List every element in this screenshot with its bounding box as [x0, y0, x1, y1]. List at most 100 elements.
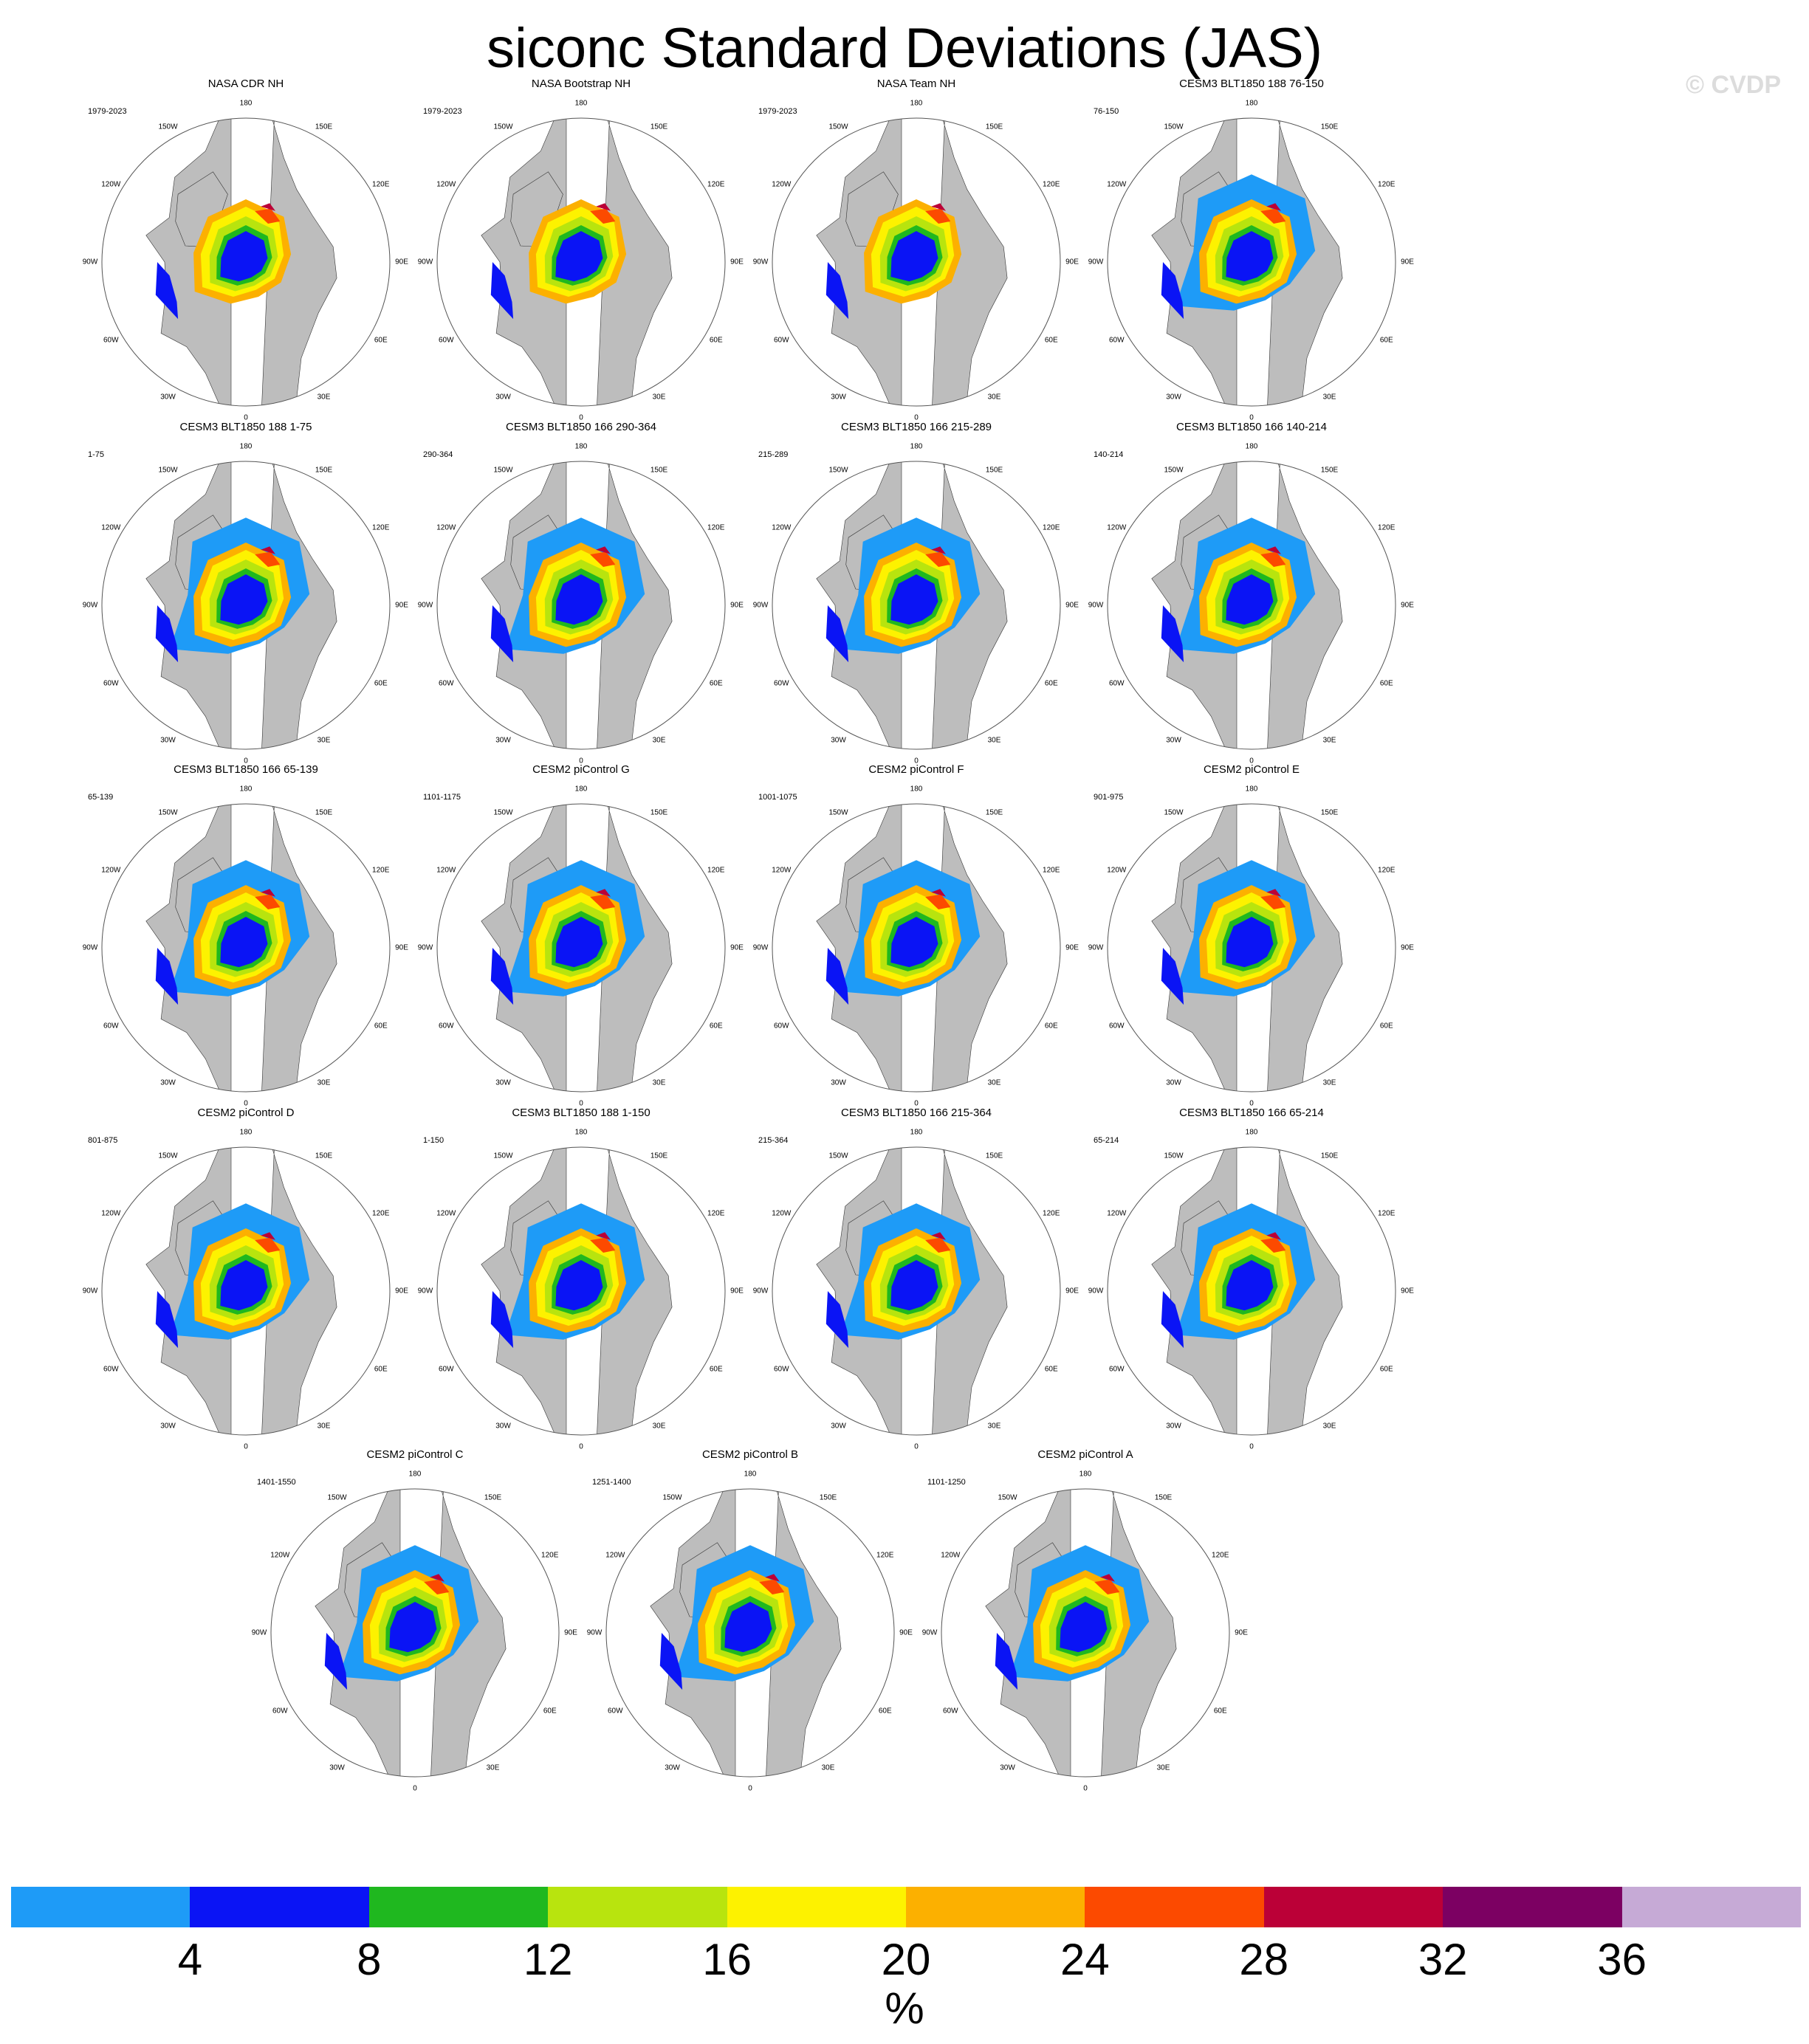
longitude-label: 60E [709, 679, 723, 687]
longitude-label: 150E [650, 1152, 668, 1160]
map-panel: NASA Team NH 1979-2023 180 150E 120E 90E 60E 30… [753, 78, 1079, 422]
map-boundary [436, 1146, 726, 1436]
longitude-label: 150E [985, 466, 1003, 475]
ice-band-8-bay [490, 605, 514, 663]
figure-title: siconc Standard Deviations (JAS) [486, 17, 1323, 80]
map-boundary [101, 1146, 391, 1436]
ice-band-32 [261, 203, 275, 211]
panel-years: 1-75 [88, 450, 105, 459]
longitude-label: 90W [752, 601, 769, 610]
longitude-label: 90W [921, 1628, 938, 1637]
ice-band-8-bay [155, 262, 179, 320]
map-panel: CESM3 BLT1850 166 215-364 215-364 180 150E 1… [753, 1107, 1079, 1451]
longitude-label: 120E [1212, 1551, 1229, 1559]
longitude-label: 150E [985, 1152, 1003, 1160]
map-panel: CESM3 BLT1850 188 76-150 76-150 180 150E 120… [1088, 78, 1414, 422]
panel-years: 1251-1400 [592, 1478, 631, 1487]
longitude-label: 90E [395, 601, 408, 610]
longitude-label: 120W [772, 523, 792, 531]
longitude-label: 90W [752, 943, 769, 952]
polar-map [1107, 461, 1396, 750]
panel-title: CESM3 BLT1850 166 65-214 [1179, 1107, 1324, 1119]
ice-band-28 [1260, 208, 1286, 224]
ice-band-8-bay [1161, 605, 1184, 663]
longitude-label: 30E [317, 1422, 331, 1431]
panel-title: NASA CDR NH [207, 78, 284, 90]
longitude-label: 90E [395, 258, 408, 266]
ice-band-8-bay [825, 605, 849, 663]
longitude-label: 150W [493, 808, 513, 817]
map-layers [271, 1489, 559, 1777]
polar-map [772, 803, 1061, 1092]
longitude-label: 120E [1378, 1209, 1396, 1217]
ice-band-8 [220, 917, 268, 968]
longitude-label: 0 [244, 1099, 248, 1108]
map-panel: CESM3 BLT1850 188 1-150 1-150 180 150E 120E 9… [417, 1107, 744, 1451]
panel-years: 76-150 [1094, 107, 1119, 116]
map-panel: CESM2 piControl C 1401-1550 180 150E 120E 90E… [252, 1448, 577, 1793]
map-panel: CESM2 piControl F 1001-1075 180 150E 120E 90E… [752, 763, 1079, 1108]
longitude-label: 60W [1108, 679, 1125, 687]
longitude-label: 60E [1379, 679, 1393, 687]
map-panel: CESM2 piControl E 901-975 180 150E 120E 90E 60… [1088, 763, 1414, 1108]
ice-band-32 [261, 889, 275, 897]
longitude-label: 120E [372, 180, 390, 188]
longitude-label: 120W [101, 866, 121, 874]
longitude-label: 180 [910, 785, 923, 794]
colorbar-tick-label: 16 [702, 1935, 752, 1984]
map-layers [606, 1489, 894, 1777]
longitude-label: 0 [413, 1784, 417, 1793]
longitude-label: 0 [914, 1442, 919, 1451]
panel-years: 1401-1550 [257, 1478, 296, 1487]
colorbar-box-7 [1263, 1887, 1444, 1927]
panel-title: CESM3 BLT1850 166 290-364 [505, 421, 657, 433]
longitude-label: 120W [436, 180, 456, 188]
longitude-label: 150W [828, 466, 848, 475]
longitude-label: 90W [417, 1287, 433, 1295]
longitude-label: 150E [315, 1152, 333, 1160]
longitude-label: 120E [1043, 866, 1060, 874]
ice-band-8-bay [490, 1291, 514, 1349]
longitude-label: 150E [650, 123, 668, 131]
land-eurasia [260, 118, 337, 406]
map-boundary [772, 803, 1061, 1092]
ice-band-32 [931, 203, 946, 211]
panel-years: 1101-1250 [927, 1478, 966, 1487]
polar-map [941, 1488, 1230, 1778]
colorbar-tick-label: 36 [1597, 1935, 1647, 1984]
ice-band-32 [931, 546, 946, 554]
ice-band-8 [1226, 1260, 1274, 1311]
longitude-label: 120W [436, 866, 456, 874]
longitude-label: 90E [1065, 943, 1079, 952]
map-panel: CESM2 piControl G 1101-1175 180 150E 120E 90E… [418, 763, 744, 1108]
longitude-label: 90E [564, 1628, 577, 1637]
longitude-label: 60W [1108, 1022, 1125, 1030]
longitude-label: 150W [158, 1152, 178, 1160]
colorbar-box-0 [11, 1887, 190, 1927]
longitude-label: 150E [1154, 1493, 1173, 1502]
longitude-label: 30W [1166, 393, 1181, 402]
map-boundary [1107, 117, 1396, 407]
map-layers [772, 1147, 1060, 1435]
ice-band-8 [555, 1260, 603, 1311]
longitude-label: 90E [730, 601, 744, 610]
longitude-label: 90E [730, 943, 744, 952]
polar-map [772, 117, 1061, 407]
longitude-label: 0 [244, 413, 248, 422]
longitude-label: 120W [1107, 180, 1127, 188]
longitude-label: 150W [1164, 808, 1184, 817]
longitude-label: 60E [878, 1707, 892, 1715]
longitude-label: 30W [160, 1422, 176, 1431]
ice-band-8 [724, 1602, 772, 1653]
longitude-label: 120W [101, 1209, 121, 1217]
longitude-label: 120E [1378, 180, 1396, 188]
ice-band-8-bay [825, 948, 849, 1005]
panel-title: NASA Bootstrap NH [531, 78, 631, 90]
map-panel: CESM3 BLT1850 166 290-364 290-364 180 150E 1… [418, 421, 744, 765]
panel-title: CESM3 BLT1850 188 1-75 [179, 421, 312, 433]
colorbar-tick-label: 28 [1239, 1935, 1289, 1984]
longitude-label: 150E [985, 808, 1003, 817]
longitude-label: 150W [327, 1493, 347, 1502]
longitude-label: 60W [607, 1707, 623, 1715]
panel-title: CESM2 piControl E [1203, 763, 1300, 776]
